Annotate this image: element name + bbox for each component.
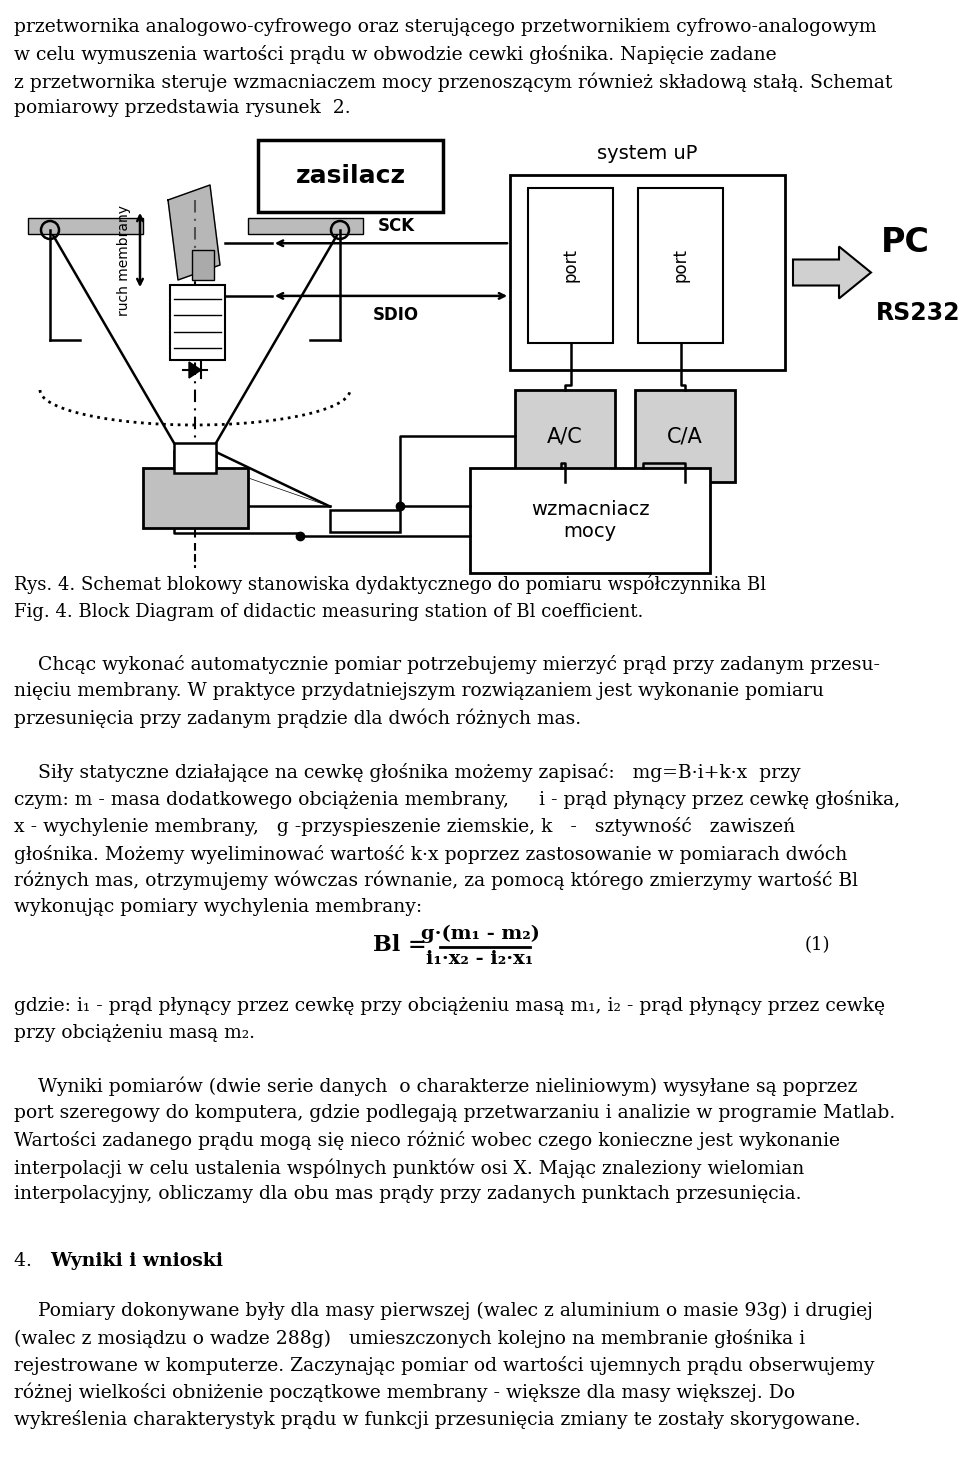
Text: ruch membrany: ruch membrany: [117, 205, 131, 315]
Text: (1): (1): [804, 936, 830, 954]
Text: pomiarowy przedstawia rysunek  2.: pomiarowy przedstawia rysunek 2.: [14, 99, 350, 116]
Text: Pomiary dokonywane były dla masy pierwszej (walec z aluminium o masie 93g) i dru: Pomiary dokonywane były dla masy pierwsz…: [14, 1303, 873, 1320]
Text: wzmacniacz
mocy: wzmacniacz mocy: [531, 500, 649, 542]
Text: port: port: [562, 249, 580, 283]
Text: nięciu membrany. W praktyce przydatniejszym rozwiązaniem jest wykonanie pomiaru: nięciu membrany. W praktyce przydatniejs…: [14, 682, 824, 701]
FancyArrow shape: [793, 246, 871, 299]
Bar: [28, 218, 143, 234]
Text: czym: m - masa dodatkowego obciążenia membrany,     i - prąd płynący przez cewkę: czym: m - masa dodatkowego obciążenia me…: [14, 790, 900, 810]
Text: RS232: RS232: [876, 300, 960, 324]
Text: Chcąc wykonać automatycznie pomiar potrzebujemy mierzyć prąd przy zadanym przesu: Chcąc wykonać automatycznie pomiar potrz…: [14, 655, 880, 674]
Bar: [510, 175, 785, 369]
Text: Fig. 4. Block Diagram of didactic measuring station of Bl coefficient.: Fig. 4. Block Diagram of didactic measur…: [14, 604, 643, 621]
Bar: [470, 468, 710, 573]
Polygon shape: [168, 185, 220, 280]
Bar: [170, 286, 225, 361]
Text: SDIO: SDIO: [372, 306, 420, 324]
Bar: [528, 188, 613, 343]
Bar: [515, 390, 615, 481]
Text: przetwornika analogowo-cyfrowego oraz sterującego przetwornikiem cyfrowo-analogo: przetwornika analogowo-cyfrowego oraz st…: [14, 18, 876, 35]
Text: Siły statyczne działające na cewkę głośnika możemy zapisać:   mg=B·i+k·x  przy: Siły statyczne działające na cewkę głośn…: [14, 762, 801, 782]
Text: Wartości zadanego prądu mogą się nieco różnić wobec czego konieczne jest wykonan: Wartości zadanego prądu mogą się nieco r…: [14, 1130, 840, 1151]
Bar: [635, 390, 735, 481]
Text: z przetwornika steruje wzmacniaczem mocy przenoszącym również składową stałą. Sc: z przetwornika steruje wzmacniaczem mocy…: [14, 72, 893, 91]
Bar: [330, 509, 400, 531]
Text: i₁·x₂ - i₂·x₁: i₁·x₂ - i₂·x₁: [426, 949, 534, 969]
Text: przy obciążeniu masą m₂.: przy obciążeniu masą m₂.: [14, 1025, 255, 1042]
Text: SCK: SCK: [377, 218, 415, 236]
Text: rejestrowane w komputerze. Zaczynając pomiar od wartości ujemnych prądu obserwuj: rejestrowane w komputerze. Zaczynając po…: [14, 1356, 875, 1375]
Text: PC: PC: [881, 227, 930, 259]
Text: zasilacz: zasilacz: [296, 163, 405, 188]
Text: głośnika. Możemy wyeliminować wartość k·x poprzez zastosowanie w pomiarach dwóch: głośnika. Możemy wyeliminować wartość k·…: [14, 843, 848, 864]
Text: wykonując pomiary wychylenia membrany:: wykonując pomiary wychylenia membrany:: [14, 898, 422, 916]
Text: (walec z mosiądzu o wadze 288g)   umieszczonych kolejno na membranie głośnika i: (walec z mosiądzu o wadze 288g) umieszcz…: [14, 1329, 805, 1348]
Polygon shape: [189, 362, 201, 378]
Text: system uP: system uP: [597, 144, 698, 163]
Text: g·(m₁ - m₂): g·(m₁ - m₂): [420, 924, 540, 944]
Bar: [248, 218, 363, 234]
Text: C/A: C/A: [667, 425, 703, 446]
Text: A/C: A/C: [547, 425, 583, 446]
Text: różnych mas, otrzymujemy wówczas równanie, za pomocą którego zmierzymy wartość B: różnych mas, otrzymujemy wówczas równani…: [14, 871, 858, 891]
Text: interpolacji w celu ustalenia wspólnych punktów osi X. Mając znaleziony wielomia: interpolacji w celu ustalenia wspólnych …: [14, 1158, 804, 1178]
Text: interpolacyjny, obliczamy dla obu mas prądy przy zadanych punktach przesunięcia.: interpolacyjny, obliczamy dla obu mas pr…: [14, 1185, 802, 1203]
Text: port: port: [671, 249, 689, 283]
Text: x - wychylenie membrany,   g -przyspieszenie ziemskie, k   -   sztywność   zawis: x - wychylenie membrany, g -przyspieszen…: [14, 817, 795, 836]
Bar: [174, 443, 216, 473]
Bar: [142, 468, 248, 528]
Text: 4.: 4.: [14, 1253, 44, 1270]
Bar: [258, 140, 443, 212]
Text: różnej wielkości obniżenie początkowe membrany - większe dla masy większej. Do: różnej wielkości obniżenie początkowe me…: [14, 1384, 795, 1403]
Text: Wyniki pomiarów (dwie serie danych  o charakterze nieliniowym) wysyłane są poprz: Wyniki pomiarów (dwie serie danych o cha…: [14, 1078, 857, 1097]
Text: gdzie: i₁ - prąd płynący przez cewkę przy obciążeniu masą m₁, i₂ - prąd płynący : gdzie: i₁ - prąd płynący przez cewkę prz…: [14, 997, 885, 1016]
Bar: [192, 250, 214, 280]
Bar: [638, 188, 723, 343]
Text: port szeregowy do komputera, gdzie podlegają przetwarzaniu i analizie w programi: port szeregowy do komputera, gdzie podle…: [14, 1104, 896, 1122]
Text: Rys. 4. Schemat blokowy stanowiska dydaktycznego do pomiaru współczynnika Bl: Rys. 4. Schemat blokowy stanowiska dydak…: [14, 576, 766, 595]
Text: wykreślenia charakterystyk prądu w funkcji przesunięcia zmiany te zostały skoryg: wykreślenia charakterystyk prądu w funkc…: [14, 1410, 860, 1429]
Text: w celu wymuszenia wartości prądu w obwodzie cewki głośnika. Napięcie zadane: w celu wymuszenia wartości prądu w obwod…: [14, 46, 777, 63]
Text: przesunięcia przy zadanym prądzie dla dwóch różnych mas.: przesunięcia przy zadanym prądzie dla dw…: [14, 710, 581, 729]
Text: Bl =: Bl =: [373, 935, 427, 955]
Text: Wyniki i wnioski: Wyniki i wnioski: [50, 1253, 223, 1270]
